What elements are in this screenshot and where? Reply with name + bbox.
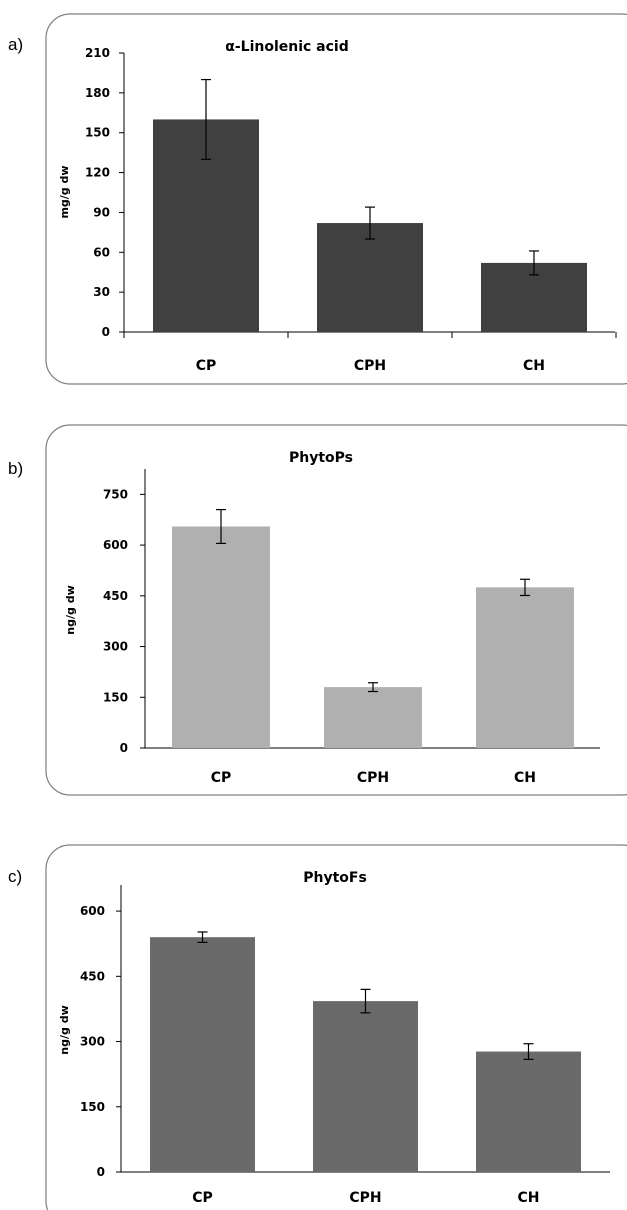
- panel-a-y-tick-label: 30: [93, 285, 110, 299]
- panel-b-bar-cph: [324, 687, 422, 748]
- panel-a-category-label: CH: [523, 358, 545, 374]
- panel-a-categories: CP CPH CH: [196, 358, 545, 374]
- panel-a-y-tick-label: 90: [93, 205, 110, 219]
- panel-b-categories: CP CPH CH: [211, 770, 536, 786]
- panel-c-y-axis-title: ng/g dw: [58, 1005, 71, 1054]
- panel-c-bar-ch: [476, 1051, 581, 1172]
- panel-b-y-tick-label: 450: [103, 589, 128, 603]
- panel-a-y-tick-label: 180: [85, 86, 110, 100]
- panel-a-y-axis-title: mg/g dw: [58, 165, 71, 218]
- panel-b-bars: [172, 508, 574, 748]
- panel-c-y-tick-label: 0: [97, 1165, 105, 1179]
- panel-a-y-tick-label: 120: [85, 166, 110, 180]
- panel-c-bar-cp: [150, 937, 255, 1172]
- panel-c-bars: [150, 931, 581, 1172]
- panel-b-category-label: CPH: [357, 770, 389, 786]
- panel-a-y-tick-label: 60: [93, 245, 110, 259]
- panel-c-categories: CP CPH CH: [192, 1190, 539, 1206]
- panel-b-y-tick-label: 0: [120, 741, 128, 755]
- panel-c-y-tick-label: 150: [80, 1100, 105, 1114]
- panel-c-y-tick-label: 600: [80, 904, 105, 918]
- panel-a-y-ticks: 0 30 60 90 120 150 180 210: [85, 46, 124, 339]
- panel-b-y-axis-title: ng/g dw: [64, 585, 77, 634]
- panel-c-letter: c): [8, 867, 22, 886]
- panel-c-y-ticks: 0 150 300 450 600: [80, 904, 121, 1179]
- panel-c-y-tick-label: 300: [80, 1035, 105, 1049]
- panel-b-category-label: CP: [211, 770, 232, 786]
- panel-b-y-tick-label: 300: [103, 640, 128, 654]
- panel-a-category-label: CPH: [354, 358, 386, 374]
- panel-a: a) α-Linolenic acid mg/g dw 0 30 60 90 120 15…: [8, 13, 627, 385]
- panel-b-category-label: CH: [514, 770, 536, 786]
- panel-a-y-tick-label: 150: [85, 126, 110, 140]
- panel-c-title: PhytoFs: [303, 870, 367, 886]
- panel-a-category-label: CP: [196, 358, 217, 374]
- panel-a-title: α-Linolenic acid: [225, 39, 349, 55]
- panel-b-y-ticks: 0 150 300 450 600 750: [103, 487, 145, 755]
- panel-c: c) PhytoFs ng/g dw 0 150 300 450 600 CP CPH CH: [8, 844, 627, 1210]
- panel-b-title: PhytoPs: [289, 450, 353, 466]
- panel-b-bar-cp: [172, 526, 270, 748]
- panel-b-y-tick-label: 150: [103, 690, 128, 704]
- panel-c-category-label: CPH: [349, 1190, 381, 1206]
- panel-b-bar-ch: [476, 587, 574, 748]
- panel-a-y-tick-label: 210: [85, 46, 110, 60]
- panel-b-letter: b): [8, 459, 23, 478]
- panel-b-y-tick-label: 600: [103, 538, 128, 552]
- panel-c-category-label: CP: [192, 1190, 213, 1206]
- panel-b-y-tick-label: 750: [103, 487, 128, 501]
- panel-a-y-tick-label: 0: [102, 325, 110, 339]
- panel-a-bars: [123, 78, 617, 338]
- panel-c-y-tick-label: 450: [80, 969, 105, 983]
- panel-c-category-label: CH: [518, 1190, 540, 1206]
- panel-a-letter: a): [8, 35, 23, 54]
- panel-a-bar-cph: [317, 223, 423, 332]
- panel-c-bar-cph: [313, 1001, 418, 1172]
